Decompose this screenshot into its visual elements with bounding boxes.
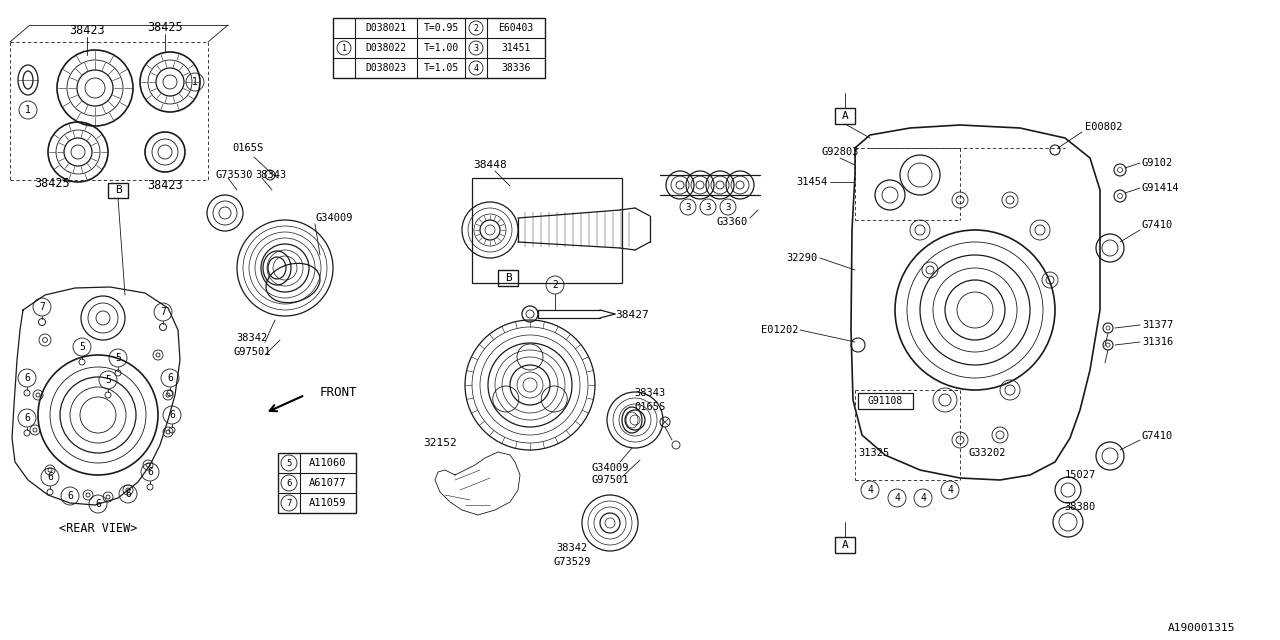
Text: D038023: D038023 bbox=[365, 63, 407, 73]
Text: 5: 5 bbox=[105, 375, 111, 385]
Text: G34009: G34009 bbox=[315, 213, 352, 223]
Text: E01202: E01202 bbox=[760, 325, 797, 335]
Text: E00802: E00802 bbox=[1085, 122, 1123, 132]
Text: 0165S: 0165S bbox=[635, 402, 666, 412]
Text: A: A bbox=[842, 111, 849, 121]
Text: A11059: A11059 bbox=[310, 498, 347, 508]
Bar bbox=[333, 18, 545, 78]
Text: 15027: 15027 bbox=[1065, 470, 1096, 480]
Text: T=1.05: T=1.05 bbox=[424, 63, 458, 73]
Text: 4: 4 bbox=[474, 63, 479, 72]
Text: 6: 6 bbox=[95, 499, 101, 509]
Text: G91108: G91108 bbox=[868, 396, 902, 406]
Text: 1: 1 bbox=[342, 44, 347, 52]
Text: 38448: 38448 bbox=[474, 160, 507, 170]
Text: D038022: D038022 bbox=[365, 43, 407, 53]
Bar bbox=[498, 270, 518, 286]
Bar bbox=[278, 453, 356, 513]
Text: 31377: 31377 bbox=[1142, 320, 1174, 330]
Text: 38425: 38425 bbox=[35, 177, 70, 189]
Text: 4: 4 bbox=[893, 493, 900, 503]
Text: 4: 4 bbox=[867, 485, 873, 495]
Text: G97501: G97501 bbox=[233, 347, 271, 357]
Text: 6: 6 bbox=[47, 472, 52, 482]
Text: 3: 3 bbox=[474, 44, 479, 52]
Text: G91414: G91414 bbox=[1142, 183, 1179, 193]
Text: 5: 5 bbox=[115, 353, 120, 363]
Text: 6: 6 bbox=[147, 467, 152, 477]
Text: 32290: 32290 bbox=[787, 253, 818, 263]
Text: G73529: G73529 bbox=[553, 557, 591, 567]
Text: 7: 7 bbox=[40, 302, 45, 312]
Text: 38342: 38342 bbox=[237, 333, 268, 343]
Text: 38425: 38425 bbox=[147, 20, 183, 33]
Bar bbox=[835, 108, 855, 124]
Text: 32152: 32152 bbox=[424, 438, 457, 448]
Bar bbox=[472, 178, 622, 283]
Text: A11060: A11060 bbox=[310, 458, 347, 468]
Text: 6: 6 bbox=[287, 479, 292, 488]
Text: G7410: G7410 bbox=[1142, 220, 1174, 230]
Text: T=1.00: T=1.00 bbox=[424, 43, 458, 53]
Text: 38427: 38427 bbox=[614, 310, 649, 320]
Text: B: B bbox=[115, 185, 122, 195]
Text: 5: 5 bbox=[287, 458, 292, 467]
Text: 3: 3 bbox=[685, 202, 691, 211]
Text: 7: 7 bbox=[160, 307, 166, 317]
Text: 2: 2 bbox=[474, 24, 479, 33]
Text: 38343: 38343 bbox=[635, 388, 666, 398]
Text: FRONT: FRONT bbox=[320, 385, 357, 399]
Text: T=0.95: T=0.95 bbox=[424, 23, 458, 33]
Text: 6: 6 bbox=[168, 373, 173, 383]
Text: D038021: D038021 bbox=[365, 23, 407, 33]
Text: G3360: G3360 bbox=[717, 217, 748, 227]
Text: 2: 2 bbox=[552, 280, 558, 290]
Text: A190001315: A190001315 bbox=[1167, 623, 1235, 633]
Text: G92803: G92803 bbox=[822, 147, 859, 157]
Text: 6: 6 bbox=[169, 410, 175, 420]
Bar bbox=[108, 183, 128, 198]
Text: 0165S: 0165S bbox=[233, 143, 264, 153]
Bar bbox=[858, 393, 913, 409]
Text: 31325: 31325 bbox=[858, 448, 890, 458]
Text: G33202: G33202 bbox=[968, 448, 1006, 458]
Text: G97501: G97501 bbox=[591, 475, 628, 485]
Text: 7: 7 bbox=[287, 499, 292, 508]
Text: A61077: A61077 bbox=[310, 478, 347, 488]
Text: 31316: 31316 bbox=[1142, 337, 1174, 347]
Text: 6: 6 bbox=[67, 491, 73, 501]
Text: <REAR VIEW>: <REAR VIEW> bbox=[59, 522, 137, 534]
Text: 6: 6 bbox=[125, 489, 131, 499]
Text: 3: 3 bbox=[705, 202, 710, 211]
Text: 6: 6 bbox=[24, 373, 29, 383]
Text: 38423: 38423 bbox=[147, 179, 183, 191]
Text: G9102: G9102 bbox=[1142, 158, 1174, 168]
Text: 4: 4 bbox=[947, 485, 952, 495]
Text: 4: 4 bbox=[920, 493, 925, 503]
Text: 38336: 38336 bbox=[502, 63, 531, 73]
Text: E60403: E60403 bbox=[498, 23, 534, 33]
Text: 3: 3 bbox=[726, 202, 731, 211]
Text: 38342: 38342 bbox=[557, 543, 588, 553]
Text: G7410: G7410 bbox=[1142, 431, 1174, 441]
Bar bbox=[835, 537, 855, 553]
Text: 6: 6 bbox=[24, 413, 29, 423]
Text: 1: 1 bbox=[192, 77, 198, 87]
Text: 1: 1 bbox=[26, 105, 31, 115]
Text: B: B bbox=[504, 273, 512, 283]
Text: 38423: 38423 bbox=[69, 24, 105, 36]
Text: G34009: G34009 bbox=[591, 463, 628, 473]
Text: G73530: G73530 bbox=[215, 170, 252, 180]
Text: 38380: 38380 bbox=[1065, 502, 1096, 512]
Text: A: A bbox=[842, 540, 849, 550]
Text: 31451: 31451 bbox=[502, 43, 531, 53]
Text: 5: 5 bbox=[79, 342, 84, 352]
Text: 31454: 31454 bbox=[796, 177, 828, 187]
Text: 38343: 38343 bbox=[255, 170, 287, 180]
